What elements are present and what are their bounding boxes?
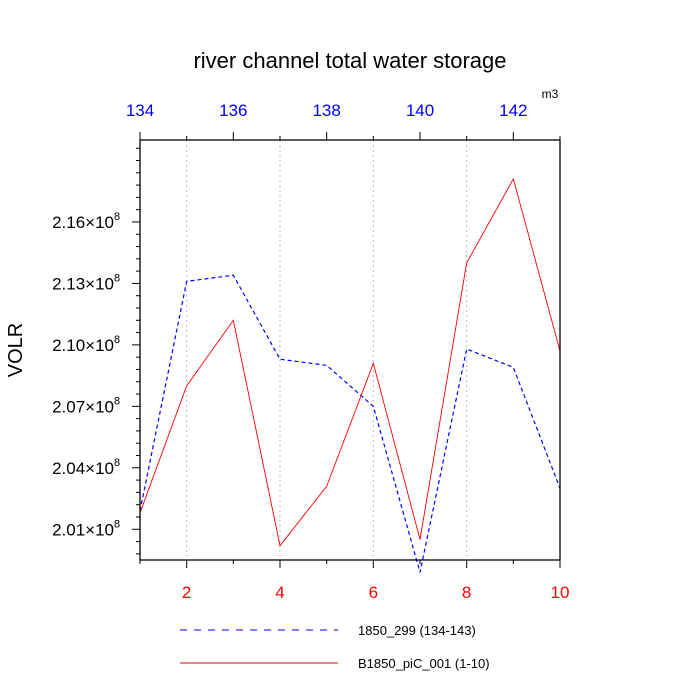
grid-lines [186, 140, 468, 560]
y-tick-label: 2.04×10 [52, 459, 114, 478]
y-tick-label: 2.16×10 [52, 213, 114, 232]
chart-title: river channel total water storage [193, 48, 506, 73]
legend-label-1: 1850_299 (134-143) [358, 623, 476, 638]
y-tick-exponent: 8 [114, 334, 120, 346]
x-tick-label: 10 [551, 583, 570, 602]
top-tick-label: 142 [499, 101, 527, 120]
y-tick-label: 2.10×10 [52, 336, 114, 355]
x-tick-label: 4 [275, 583, 284, 602]
x-tick-label: 6 [369, 583, 378, 602]
y-tick-exponent: 8 [114, 518, 120, 530]
top-tick-label: 138 [312, 101, 340, 120]
y-axis-label: VOLR [5, 323, 27, 377]
units-label: m3 [542, 87, 559, 101]
top-tick-label: 136 [219, 101, 247, 120]
x-tick-label: 8 [462, 583, 471, 602]
y-tick-label: 2.01×10 [52, 520, 114, 539]
series-line-1 [139, 274, 561, 573]
y-tick-exponent: 8 [114, 211, 120, 223]
y-tick-exponent: 8 [114, 395, 120, 407]
y-tick-label: 2.07×10 [52, 397, 114, 416]
plot-series [139, 177, 561, 573]
legend-label-2: B1850_piC_001 (1-10) [358, 656, 490, 671]
series-line-2 [139, 177, 561, 547]
top-tick-label: 134 [126, 101, 154, 120]
top-tick-label: 140 [406, 101, 434, 120]
legend: 1850_299 (134-143) B1850_piC_001 (1-10) [180, 623, 490, 671]
y-tick-label: 2.13×10 [52, 274, 114, 293]
plot-frame [139, 139, 561, 561]
y-tick-exponent: 8 [114, 272, 120, 284]
y-tick-exponent: 8 [114, 457, 120, 469]
x-tick-label: 2 [182, 583, 191, 602]
